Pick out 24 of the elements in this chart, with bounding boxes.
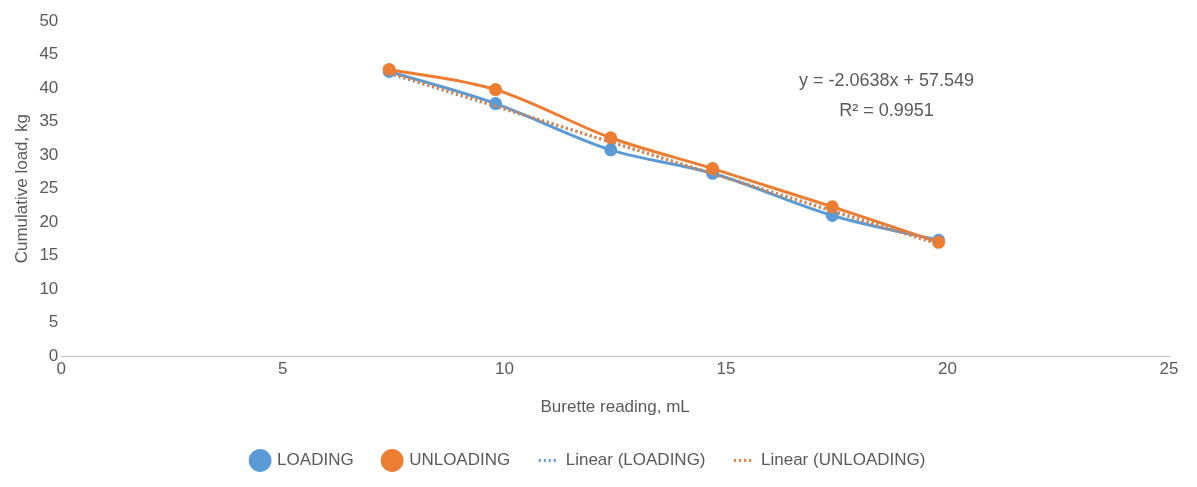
y-tick-label: 25 (39, 178, 59, 198)
legend-label: UNLOADING (409, 450, 511, 470)
x-tick-label: 5 (278, 359, 288, 379)
x-tick-label: 10 (494, 359, 514, 379)
x-tick-label: 20 (938, 359, 957, 379)
x-axis-title: Burette reading, mL (540, 397, 690, 417)
x-tick-label: 15 (716, 359, 736, 379)
legend-label: Linear (LOADING) (565, 450, 706, 470)
y-tick-label: 45 (39, 44, 59, 64)
y-tick-label: 20 (39, 211, 59, 231)
y-tick-label: 30 (39, 144, 59, 164)
y-tick-label: 50 (39, 10, 59, 30)
legend-label: Linear (UNLOADING) (761, 450, 926, 470)
y-axis-title: Cumulative load, kg (11, 114, 31, 264)
y-tick-label: 0 (48, 345, 59, 365)
y-tick-label: 35 (39, 111, 59, 131)
y-tick-label: 10 (39, 278, 59, 298)
y-tick-label: 15 (39, 245, 59, 265)
annotation: R² = 0.9951 (839, 100, 934, 121)
x-tick-label: 25 (1159, 359, 1179, 379)
annotation: y = -2.0638x + 57.549 (798, 70, 975, 91)
legend-label: LOADING (277, 450, 354, 470)
y-tick-label: 5 (48, 312, 59, 332)
y-tick-label: 40 (39, 77, 59, 97)
